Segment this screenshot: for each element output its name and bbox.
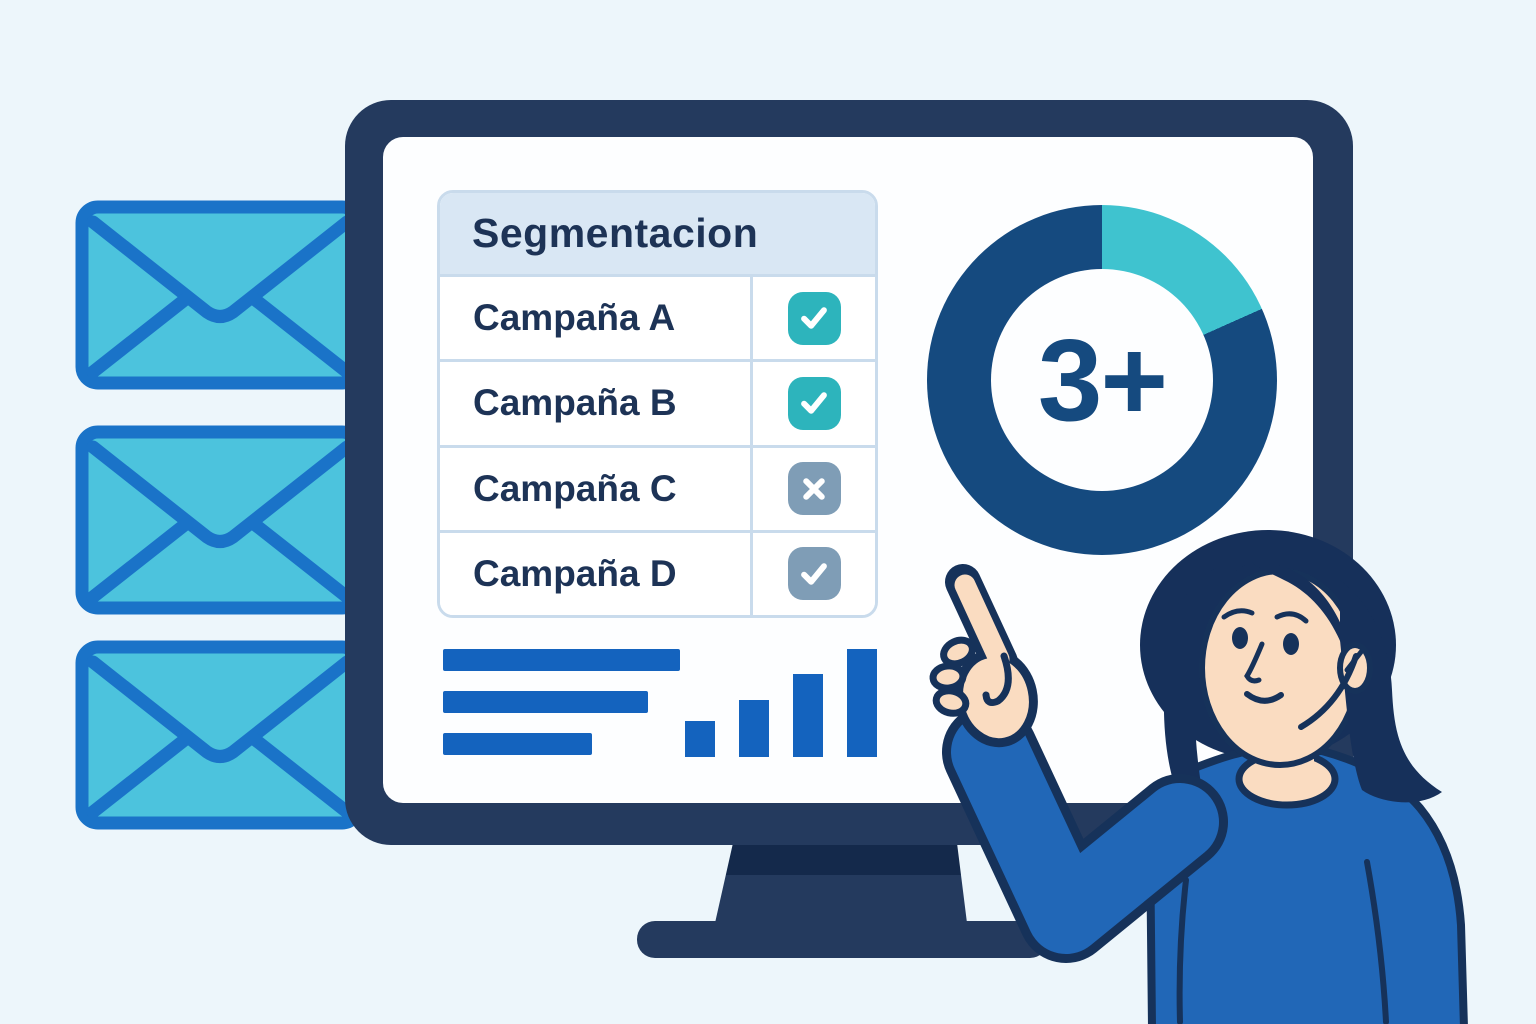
campaign-list: Campaña A Campaña B Campaña C Campaña D [440, 274, 875, 615]
campaign-label: Campaña B [473, 382, 677, 424]
x-icon [803, 477, 825, 500]
table-row: Campaña C [440, 444, 875, 530]
donut-center-label: 3+ [1037, 315, 1168, 445]
check-badge[interactable] [787, 376, 841, 430]
pointing-hand [929, 564, 1038, 748]
campaign-label: Campaña D [473, 552, 677, 594]
segmentation-card: Segmentacion Campaña A Campaña B Campaña C… [437, 190, 878, 618]
bar [685, 721, 715, 757]
status-cell [750, 362, 875, 445]
status-cell [750, 277, 875, 360]
campaign-label: Campaña C [473, 467, 677, 509]
table-row: Campaña D [440, 529, 875, 615]
donut-hole: 3+ [991, 269, 1213, 491]
campaign-label: Campaña A [473, 297, 676, 339]
envelope-icon [75, 640, 365, 830]
envelope-icon [75, 425, 365, 615]
check-badge[interactable] [787, 291, 841, 345]
card-header: Segmentacion [440, 193, 875, 274]
check-icon [801, 307, 827, 329]
bar [739, 700, 769, 757]
check-badge[interactable] [787, 547, 841, 601]
status-cell [750, 532, 875, 615]
monitor-stand-neck [715, 843, 967, 923]
skeleton-line [443, 691, 648, 713]
envelope-icon [75, 200, 365, 390]
skeleton-line [443, 733, 592, 755]
donut-chart: 3+ [927, 205, 1277, 555]
card-title: Segmentacion [472, 210, 759, 256]
check-icon [801, 392, 827, 415]
table-row: Campaña A [440, 274, 875, 360]
seams [1176, 859, 1389, 1024]
bar [847, 649, 877, 757]
text-skeleton-lines [443, 649, 680, 775]
skeleton-line [443, 649, 680, 671]
status-cell [750, 447, 875, 530]
bar [793, 674, 823, 757]
check-icon [801, 563, 827, 585]
woman-pointing-illustration [929, 530, 1468, 1024]
table-row: Campaña B [440, 359, 875, 445]
pointing-arm [942, 704, 1228, 963]
x-badge[interactable] [787, 462, 841, 516]
face [1163, 561, 1442, 807]
monitor-stand-base [637, 921, 1048, 958]
mini-bar-chart [685, 649, 877, 757]
